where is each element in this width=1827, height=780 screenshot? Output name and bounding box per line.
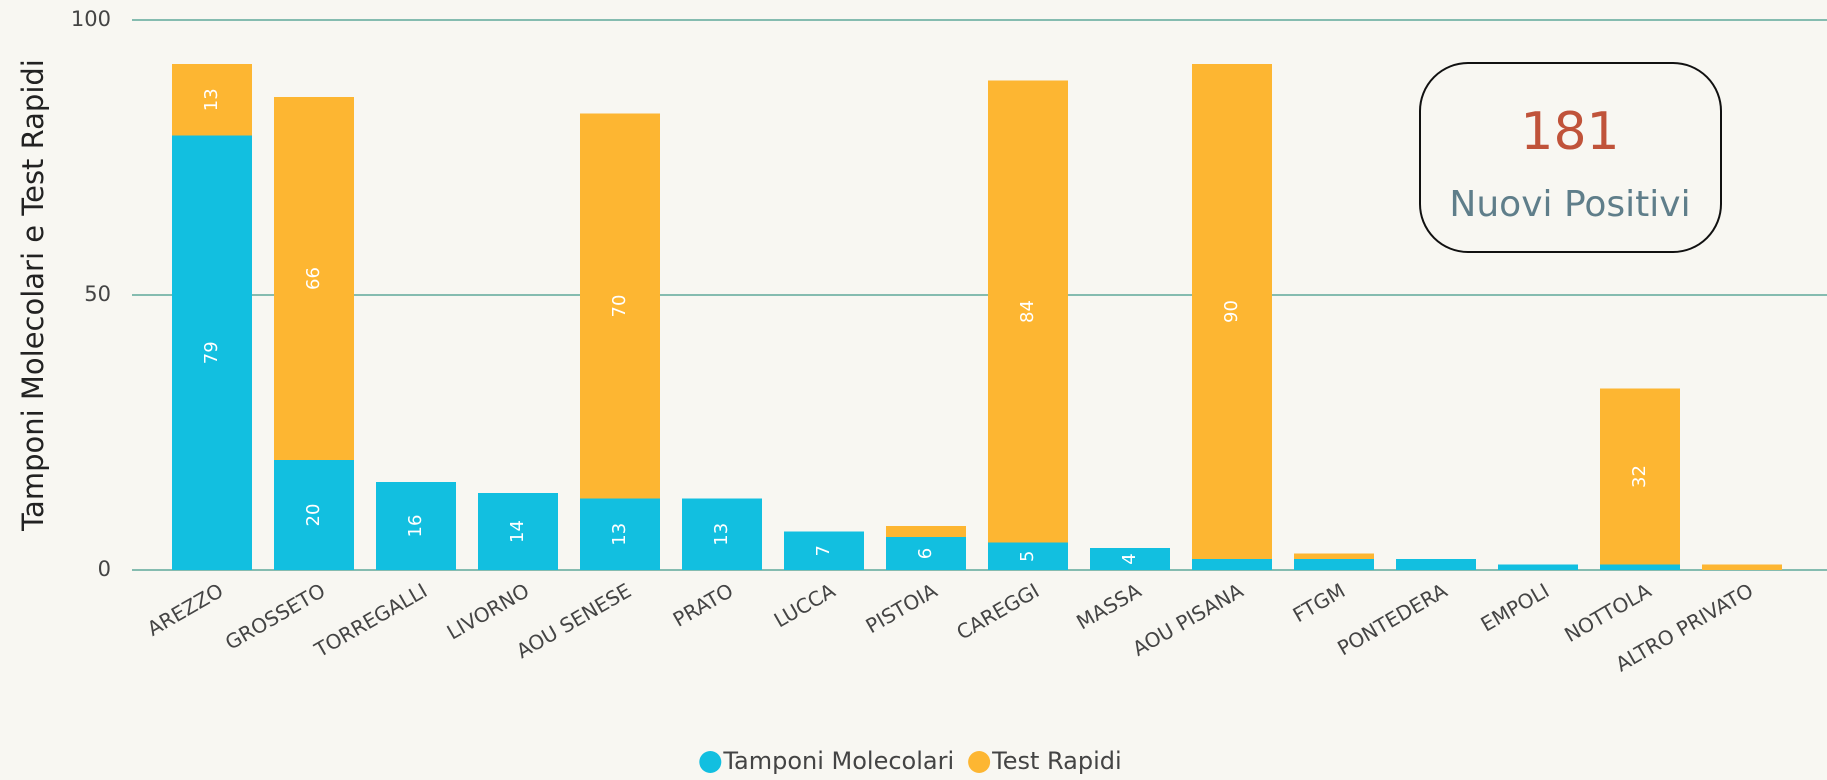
bar-segment: [1192, 559, 1272, 570]
legend: Tamponi Molecolari Test Rapidi: [699, 747, 1122, 775]
x-tick-label: EMPOLI: [1477, 578, 1554, 636]
bar-segment: [1600, 564, 1680, 570]
bar-segment: [1702, 564, 1782, 570]
data-label: 13: [609, 523, 630, 546]
bar-segment: [580, 113, 660, 499]
y-tick-label: 0: [98, 557, 111, 581]
bar-segment: [886, 537, 966, 570]
bar-segment: [274, 460, 354, 570]
x-tick-label: PISTOIA: [862, 578, 942, 638]
bar-segment: [1600, 388, 1680, 565]
data-label: 7: [813, 545, 834, 556]
bar-segment: [172, 64, 252, 136]
data-label: 79: [201, 341, 222, 364]
data-label: 32: [1629, 465, 1650, 488]
x-tick-label: MASSA: [1072, 578, 1145, 634]
y-axis-label: Tamponi Molecolari e Test Rapidi: [16, 59, 50, 532]
bar-segment: [1192, 64, 1272, 559]
data-label: 16: [405, 515, 426, 538]
kpi-value: 181: [1520, 102, 1619, 162]
bar-segment: [376, 482, 456, 570]
data-label: 6: [915, 548, 936, 559]
x-tick-label: AOU SENESE: [512, 578, 635, 663]
bar-segment: [886, 526, 966, 537]
data-label: 5: [1017, 551, 1038, 562]
bar-segment: [988, 80, 1068, 543]
x-tick-label: AOU PISANA: [1128, 578, 1247, 661]
x-tick-label: AREZZO: [143, 578, 227, 640]
bar-segment: [1396, 559, 1476, 570]
bar-segment: [274, 97, 354, 460]
legend-label: Test Rapidi: [991, 747, 1122, 775]
bar-segment: [1294, 559, 1374, 570]
data-label: 4: [1119, 553, 1140, 564]
bar-segment: [1090, 548, 1170, 570]
x-tick-label: NOTTOLA: [1560, 578, 1655, 647]
data-label: 20: [303, 504, 324, 527]
legend-swatch: [968, 751, 991, 773]
data-label: 90: [1221, 300, 1242, 323]
x-tick-label: FTGM: [1289, 578, 1350, 627]
data-label: 66: [303, 267, 324, 290]
data-label: 13: [711, 523, 732, 546]
bar-segment: [478, 493, 558, 570]
bar-segment: [988, 542, 1068, 570]
legend-swatch: [699, 751, 722, 773]
kpi-card: [1419, 62, 1722, 253]
data-label: 70: [609, 295, 630, 318]
y-tick-label: 100: [71, 7, 111, 31]
x-tick-label: CAREGGI: [952, 578, 1043, 644]
y-tick-label: 50: [84, 282, 111, 306]
bar-segment: [682, 498, 762, 570]
data-label: 84: [1017, 300, 1038, 323]
bar-segment: [580, 498, 660, 570]
bar-segment: [784, 531, 864, 570]
legend-label: Tamponi Molecolari: [722, 747, 954, 775]
bar-segment: [1294, 553, 1374, 559]
x-tick-label: PONTEDERA: [1333, 578, 1451, 660]
data-label: 14: [507, 520, 528, 543]
bar-segment: [172, 135, 252, 570]
kpi-label: Nuovi Positivi: [1449, 184, 1690, 225]
x-tick-label: TORREGALLI: [309, 578, 431, 662]
data-label: 13: [201, 88, 222, 111]
x-tick-label: PRATO: [669, 578, 737, 631]
x-tick-label: LUCCA: [770, 578, 840, 632]
x-tick-label: LIVORNO: [443, 578, 534, 644]
bar-segment: [1498, 564, 1578, 570]
